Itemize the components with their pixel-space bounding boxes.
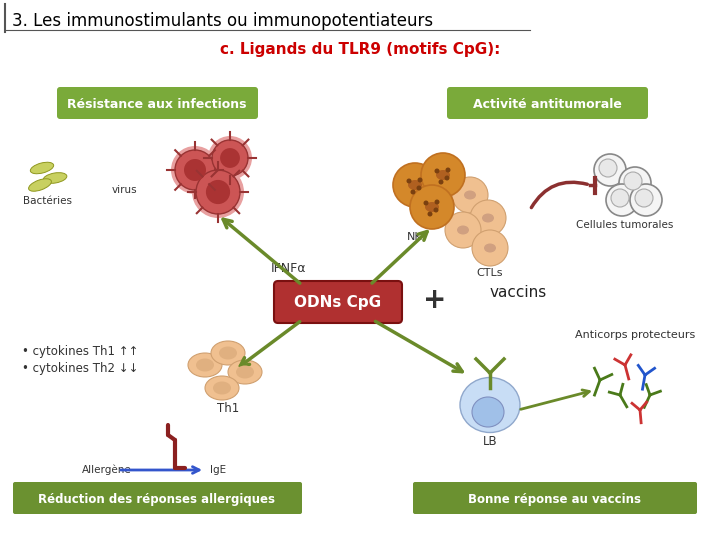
Ellipse shape [484,244,496,253]
Circle shape [410,190,415,194]
Text: Th1: Th1 [217,402,239,415]
Circle shape [196,170,240,214]
Circle shape [433,207,438,213]
Circle shape [171,146,219,194]
Ellipse shape [460,377,520,433]
Text: c. Ligands du TLR9 (motifs CpG):: c. Ligands du TLR9 (motifs CpG): [220,42,500,57]
Text: • cytokines Th1 ↑↑: • cytokines Th1 ↑↑ [22,345,138,358]
Ellipse shape [213,381,231,395]
Text: NK: NK [408,232,423,242]
Ellipse shape [188,353,222,377]
Text: IgE: IgE [210,465,226,475]
Circle shape [220,148,240,168]
Text: Allergène: Allergène [82,465,132,475]
Text: IFNFα: IFNFα [270,262,306,275]
Circle shape [175,150,215,190]
Text: Bactéries: Bactéries [24,196,73,206]
Text: virus: virus [112,185,138,195]
Circle shape [410,185,454,229]
Ellipse shape [211,341,245,365]
Circle shape [434,199,439,205]
Text: Résistance aux infections: Résistance aux infections [67,98,247,111]
Circle shape [208,136,252,180]
Text: Cellules tumorales: Cellules tumorales [576,220,674,230]
Circle shape [630,184,662,216]
Circle shape [611,189,629,207]
FancyArrowPatch shape [531,182,588,207]
Text: CTLs: CTLs [477,268,503,278]
Circle shape [444,176,449,180]
Ellipse shape [436,170,450,180]
Circle shape [418,178,423,183]
FancyBboxPatch shape [57,87,258,119]
FancyBboxPatch shape [413,482,697,514]
Ellipse shape [196,359,214,372]
Circle shape [624,172,642,190]
Circle shape [619,167,651,199]
Ellipse shape [29,179,51,191]
Circle shape [192,166,244,218]
FancyBboxPatch shape [13,482,302,514]
Circle shape [434,168,439,173]
Circle shape [206,180,230,204]
Circle shape [599,159,617,177]
FancyBboxPatch shape [274,281,402,323]
Circle shape [606,184,638,216]
Ellipse shape [425,202,439,212]
Ellipse shape [472,397,504,427]
FancyBboxPatch shape [447,87,648,119]
Text: ODNs CpG: ODNs CpG [294,295,382,310]
Text: vaccins: vaccins [490,285,547,300]
Ellipse shape [408,180,422,190]
Ellipse shape [205,376,239,400]
Circle shape [470,200,506,236]
Circle shape [407,179,412,184]
Text: 3. Les immunostimulants ou immunopotentiateurs: 3. Les immunostimulants ou immunopotenti… [12,12,433,30]
Text: LB: LB [482,435,498,448]
Circle shape [594,154,626,186]
Circle shape [423,200,428,206]
Circle shape [472,230,508,266]
Ellipse shape [43,173,67,184]
Ellipse shape [228,360,262,384]
Circle shape [421,153,465,197]
Ellipse shape [482,213,494,222]
Text: +: + [423,286,446,314]
Circle shape [184,159,206,181]
Ellipse shape [236,366,254,379]
Circle shape [635,189,653,207]
Circle shape [446,167,451,172]
Circle shape [212,140,248,176]
Text: Bonne réponse au vaccins: Bonne réponse au vaccins [469,492,642,505]
Ellipse shape [464,191,476,199]
Circle shape [445,212,481,248]
Circle shape [452,177,488,213]
Text: • cytokines Th2 ↓↓: • cytokines Th2 ↓↓ [22,362,138,375]
Ellipse shape [457,226,469,234]
Circle shape [393,163,437,207]
Circle shape [416,186,421,191]
Circle shape [428,212,433,217]
Text: Réduction des réponses allergiques: Réduction des réponses allergiques [38,492,276,505]
Ellipse shape [30,162,54,174]
Text: Anticorps protecteurs: Anticorps protecteurs [575,330,696,340]
Ellipse shape [219,347,237,360]
Text: Activité antitumorale: Activité antitumorale [472,98,621,111]
Circle shape [438,179,444,185]
